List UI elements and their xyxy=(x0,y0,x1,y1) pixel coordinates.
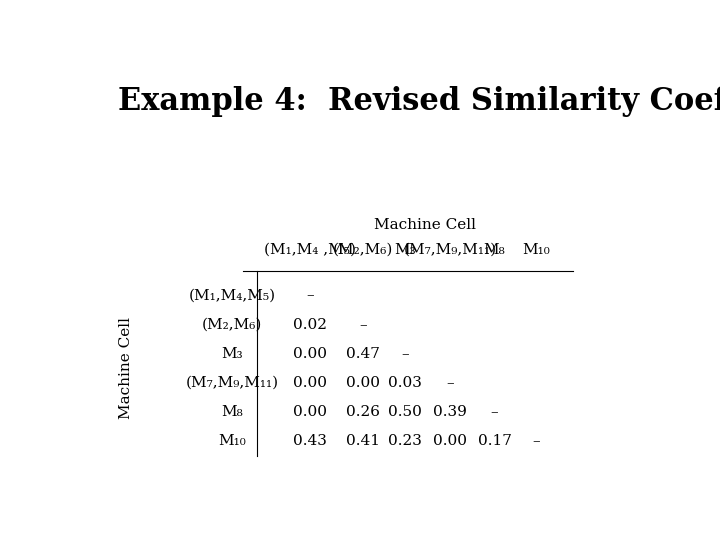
Text: 0.23: 0.23 xyxy=(388,434,422,448)
Text: 0.41: 0.41 xyxy=(346,434,380,448)
Text: 0.39: 0.39 xyxy=(433,405,467,419)
Text: 0.50: 0.50 xyxy=(388,405,422,419)
Text: (M₂,M₆): (M₂,M₆) xyxy=(333,243,394,257)
Text: 0.17: 0.17 xyxy=(477,434,511,448)
Text: M₃: M₃ xyxy=(395,243,416,257)
Text: (M₂,M₆): (M₂,M₆) xyxy=(202,318,263,332)
Text: Machine Cell: Machine Cell xyxy=(374,218,476,232)
Text: 0.03: 0.03 xyxy=(388,376,422,390)
Text: –: – xyxy=(491,405,498,419)
Text: Example 4:  Revised Similarity Coefficient Matrix II: Example 4: Revised Similarity Coefficien… xyxy=(118,85,720,117)
Text: 0.00: 0.00 xyxy=(294,376,328,390)
Text: –: – xyxy=(533,434,540,448)
Text: 0.00: 0.00 xyxy=(294,347,328,361)
Text: M₁₀: M₁₀ xyxy=(523,243,550,257)
Text: –: – xyxy=(446,376,454,390)
Text: –: – xyxy=(402,347,409,361)
Text: (M₁,M₄ ,M₅): (M₁,M₄ ,M₅) xyxy=(264,243,356,257)
Text: 0.26: 0.26 xyxy=(346,405,380,419)
Text: (M₁,M₄,M₅): (M₁,M₄,M₅) xyxy=(189,288,276,302)
Text: M₃: M₃ xyxy=(222,347,243,361)
Text: M₈: M₈ xyxy=(484,243,505,257)
Text: 0.00: 0.00 xyxy=(346,376,380,390)
Text: M₁₀: M₁₀ xyxy=(218,434,246,448)
Text: 0.47: 0.47 xyxy=(346,347,380,361)
Text: 0.02: 0.02 xyxy=(294,318,328,332)
Text: M₈: M₈ xyxy=(222,405,243,419)
Text: –: – xyxy=(359,318,367,332)
Text: 0.00: 0.00 xyxy=(433,434,467,448)
Text: 0.43: 0.43 xyxy=(294,434,328,448)
Text: Machine Cell: Machine Cell xyxy=(120,318,133,420)
Text: (M₇,M₉,M₁₁): (M₇,M₉,M₁₁) xyxy=(186,376,279,390)
Text: (M₇,M₉,M₁₁): (M₇,M₉,M₁₁) xyxy=(403,243,497,257)
Text: 0.00: 0.00 xyxy=(294,405,328,419)
Text: –: – xyxy=(307,288,314,302)
